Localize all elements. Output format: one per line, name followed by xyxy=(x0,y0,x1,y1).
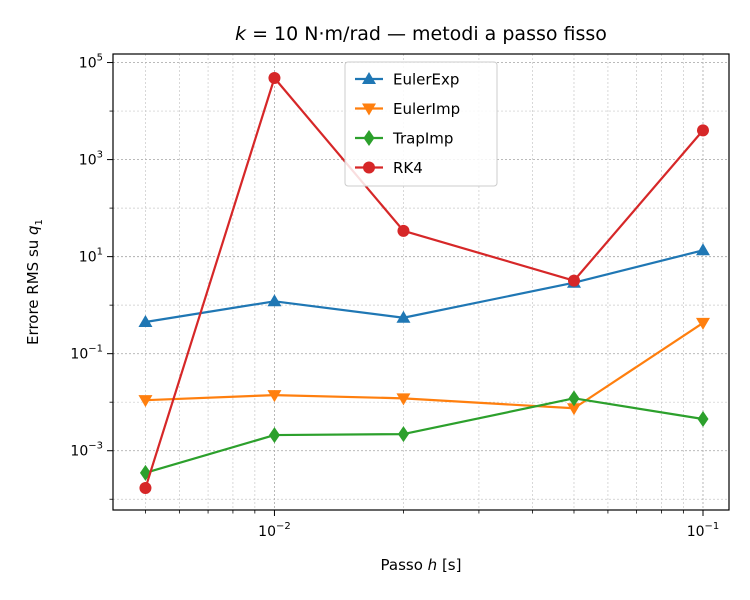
series-layer xyxy=(138,72,710,495)
x-axis-label-variable: h xyxy=(428,556,438,574)
y-tick-label: 10−3 xyxy=(70,441,103,460)
data-point-trapimp xyxy=(268,427,280,444)
data-point-eulerexp xyxy=(138,314,153,327)
legend-item-rk4: RK4 xyxy=(355,159,423,177)
data-point-eulerimp xyxy=(566,403,581,416)
series-eulerexp xyxy=(138,243,710,327)
x-tick-label: 10−1 xyxy=(687,521,720,540)
data-point-trapimp xyxy=(397,426,409,443)
legend: EulerExp EulerImp TrapImp RK4 xyxy=(344,61,498,187)
y-tick-label: 10−1 xyxy=(70,344,103,363)
y-tick-label: 101 xyxy=(79,247,103,266)
y-axis-label-subscript: 1 xyxy=(34,219,45,225)
data-point-rk4 xyxy=(696,124,709,137)
legend-item-eulerexp: EulerExp xyxy=(355,71,459,89)
data-point-rk4 xyxy=(139,482,152,495)
legend-label: TrapImp xyxy=(392,130,453,148)
data-point-eulerimp xyxy=(695,317,710,330)
x-tick-label: 10−2 xyxy=(258,521,291,540)
y-tick-label: 103 xyxy=(79,150,103,169)
y-axis-label-text: Errore RMS su xyxy=(24,235,42,345)
data-point-rk4 xyxy=(567,274,580,287)
plot-frame xyxy=(112,53,730,511)
legend-item-trapimp: TrapImp xyxy=(355,130,453,148)
data-point-eulerexp xyxy=(695,243,710,256)
x-axis-label: Passo h [s] xyxy=(381,556,462,574)
y-axis-label-variable: q xyxy=(24,225,42,235)
legend-marker xyxy=(362,72,376,84)
legend-label: EulerExp xyxy=(393,71,459,89)
x-axis-label-text: Passo xyxy=(381,556,428,574)
chart-title: k = 10 N·m/rad — metodi a passo fisso xyxy=(235,23,607,45)
y-axis-label: Errore RMS su q1 xyxy=(24,219,45,345)
data-point-eulerexp xyxy=(267,294,282,307)
data-point-eulerimp xyxy=(396,393,411,406)
data-point-trapimp xyxy=(697,411,709,428)
data-point-eulerimp xyxy=(138,395,153,408)
data-point-rk4 xyxy=(397,224,410,237)
legend-marker xyxy=(363,161,375,174)
series-line-eulerimp xyxy=(145,322,704,410)
legend-label: RK4 xyxy=(393,159,423,177)
data-point-trapimp xyxy=(568,390,580,407)
series-line-trapimp xyxy=(145,397,704,474)
legend-box xyxy=(344,61,498,187)
series-line-eulerexp xyxy=(145,249,704,324)
legend-marker xyxy=(362,103,376,116)
title-variable: k xyxy=(235,23,247,45)
y-tick-label: 105 xyxy=(79,53,103,72)
axis-ticks: 10−2 10−1 10−3 10−1 101 103 105 xyxy=(70,53,719,540)
series-trapimp xyxy=(139,390,709,481)
data-point-rk4 xyxy=(268,72,281,85)
legend-marker xyxy=(363,130,375,146)
legend-label: EulerImp xyxy=(393,100,460,118)
x-axis-label-unit: [s] xyxy=(437,556,461,574)
series-rk4 xyxy=(139,72,709,495)
data-point-eulerimp xyxy=(267,390,282,403)
title-text: = 10 N·m/rad — metodi a passo fisso xyxy=(246,23,607,45)
legend-item-eulerimp: EulerImp xyxy=(355,100,460,118)
data-point-eulerexp xyxy=(396,310,411,323)
series-eulerimp xyxy=(138,317,710,416)
